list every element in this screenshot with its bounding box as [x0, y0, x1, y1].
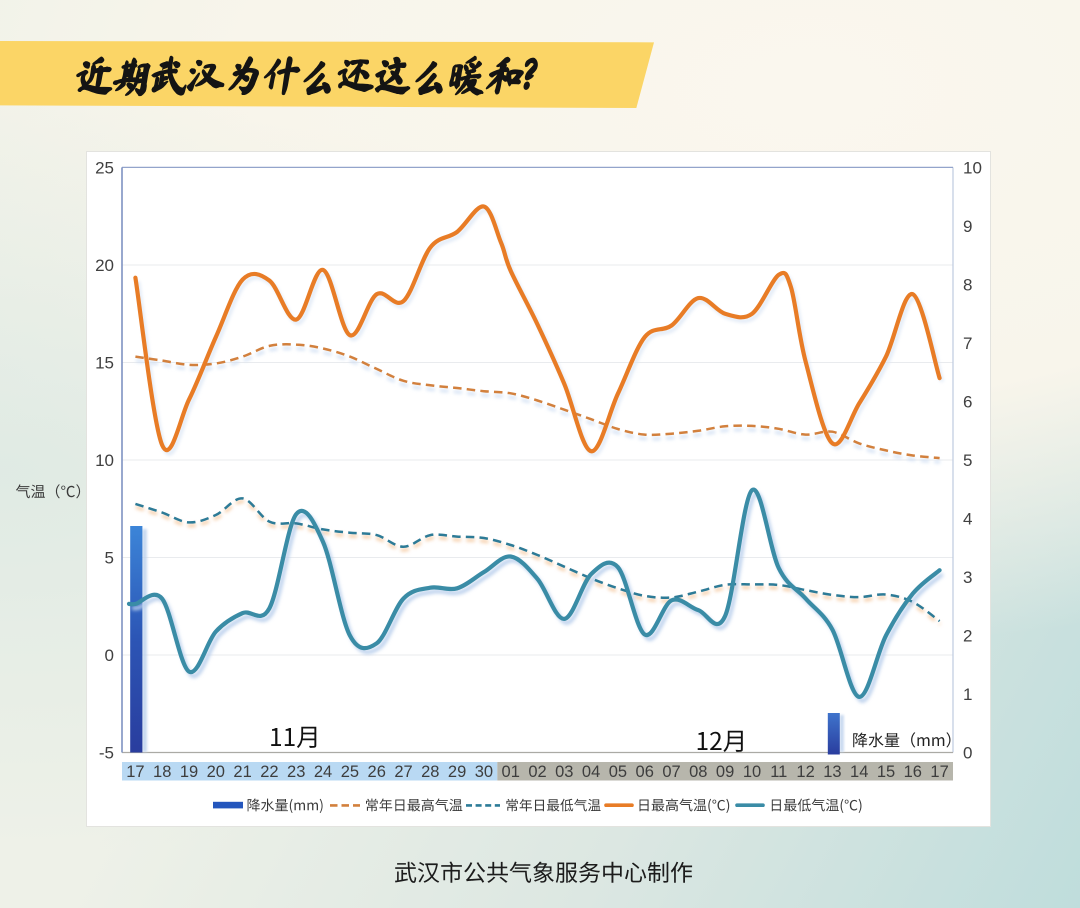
svg-text:5: 5: [105, 548, 114, 567]
svg-text:14: 14: [850, 763, 868, 781]
svg-text:20: 20: [207, 763, 225, 781]
svg-text:25: 25: [95, 158, 114, 177]
svg-text:11: 11: [770, 763, 787, 781]
svg-text:20: 20: [95, 256, 114, 275]
svg-text:01: 01: [502, 763, 520, 781]
svg-text:29: 29: [448, 763, 466, 781]
svg-text:19: 19: [180, 763, 198, 781]
svg-text:10: 10: [963, 158, 982, 177]
svg-text:27: 27: [394, 763, 412, 781]
svg-text:07: 07: [662, 763, 680, 781]
svg-text:08: 08: [689, 763, 707, 781]
svg-text:02: 02: [528, 763, 546, 781]
svg-text:4: 4: [963, 509, 972, 528]
svg-text:0: 0: [105, 646, 114, 665]
svg-text:17: 17: [126, 763, 144, 781]
svg-text:10: 10: [95, 451, 114, 470]
svg-text:-5: -5: [99, 743, 114, 762]
svg-text:9: 9: [963, 217, 972, 236]
svg-text:04: 04: [582, 763, 600, 781]
svg-text:30: 30: [475, 763, 493, 781]
svg-text:8: 8: [963, 275, 972, 294]
svg-text:3: 3: [963, 568, 972, 587]
svg-text:7: 7: [963, 334, 972, 353]
svg-text:5: 5: [963, 451, 972, 470]
svg-text:05: 05: [609, 763, 627, 781]
svg-text:15: 15: [877, 763, 895, 781]
svg-text:12: 12: [796, 763, 814, 781]
svg-text:15: 15: [95, 353, 114, 372]
svg-text:26: 26: [368, 763, 386, 781]
svg-text:28: 28: [421, 763, 439, 781]
svg-text:03: 03: [555, 763, 573, 781]
svg-text:2: 2: [963, 626, 972, 645]
svg-text:23: 23: [287, 763, 305, 781]
svg-text:1: 1: [963, 685, 972, 704]
svg-text:16: 16: [904, 763, 922, 781]
svg-text:22: 22: [260, 763, 278, 781]
svg-text:24: 24: [314, 763, 332, 781]
svg-text:6: 6: [963, 392, 972, 411]
svg-text:18: 18: [153, 763, 171, 781]
svg-text:10: 10: [743, 763, 761, 781]
svg-text:25: 25: [341, 763, 359, 781]
svg-text:13: 13: [823, 763, 841, 781]
svg-text:17: 17: [930, 763, 948, 781]
svg-text:09: 09: [716, 763, 734, 781]
svg-text:0: 0: [963, 743, 972, 762]
svg-text:21: 21: [233, 763, 251, 781]
svg-text:06: 06: [636, 763, 654, 781]
